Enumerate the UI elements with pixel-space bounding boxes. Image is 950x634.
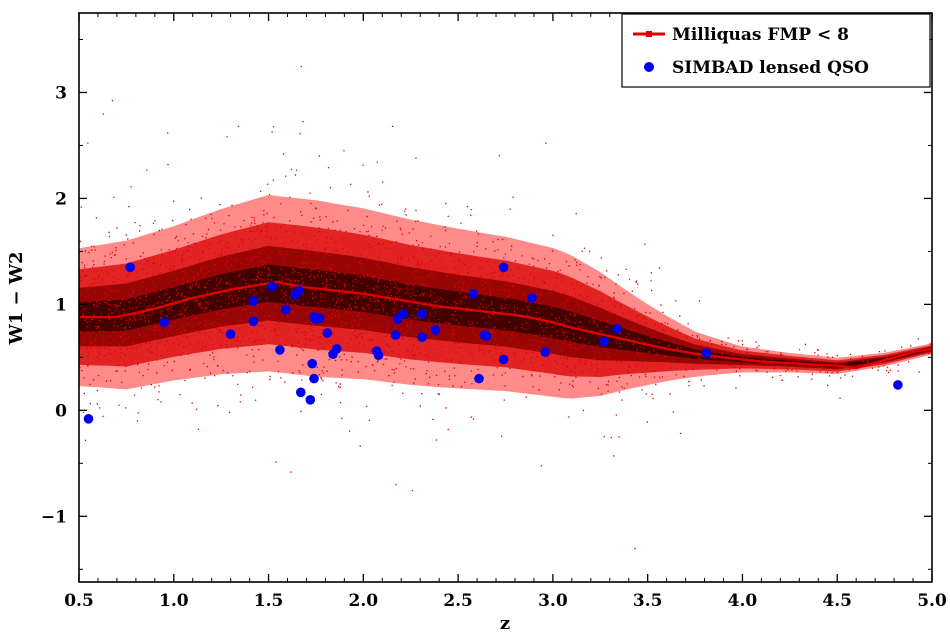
x-axis-title: z <box>500 613 510 634</box>
simbad-point <box>474 373 484 384</box>
x-tick-label: 0.5 <box>64 591 94 611</box>
simbad-point <box>296 387 306 398</box>
plot-frame <box>78 12 933 583</box>
x-tick-label: 1.5 <box>254 591 284 611</box>
simbad-point <box>498 354 509 365</box>
simbad-point <box>280 304 291 315</box>
simbad-point <box>373 350 384 361</box>
simbad-point <box>125 262 135 273</box>
simbad-point <box>430 325 441 335</box>
y-tick-label: 1 <box>55 295 67 315</box>
axis-tick-labels: 0.5 1.0 1.5 2.0 2.5 3.0 3.5 4.0 4.5 5.0 −1 0 1 2 3 <box>41 83 947 611</box>
simbad-point <box>248 296 259 307</box>
x-tick-label: 4.5 <box>822 591 852 611</box>
legend-box <box>621 13 931 88</box>
simbad-point <box>267 281 278 292</box>
x-tick-label: 2.5 <box>443 591 473 611</box>
simbad-point <box>305 395 316 405</box>
y-tick-label: 2 <box>55 189 67 209</box>
simbad-point <box>612 324 623 334</box>
simbad-point <box>314 313 325 324</box>
simbad-point <box>225 329 236 339</box>
simbad-point <box>83 414 94 424</box>
y-tick-label: 0 <box>55 401 67 421</box>
simbad-point <box>481 331 492 342</box>
legend-label-milliquas: Milliquas FMP < 8 <box>672 25 849 45</box>
simbad-point <box>159 317 170 328</box>
simbad-point <box>309 373 319 384</box>
y-tick-label: −1 <box>41 507 67 527</box>
x-tick-label: 2.0 <box>349 591 379 611</box>
simbad-point <box>527 293 537 303</box>
simbad-point <box>893 380 903 390</box>
x-tick-label: 3.0 <box>538 591 568 611</box>
simbad-point <box>307 358 318 369</box>
simbad-point <box>468 289 479 299</box>
simbad-point <box>294 285 304 296</box>
legend-line-marker <box>646 31 652 37</box>
simbad-point <box>248 316 259 327</box>
legend-dot-swatch <box>644 62 654 72</box>
simbad-point <box>540 347 551 357</box>
simbad-point <box>498 262 509 273</box>
x-tick-label: 5.0 <box>917 591 947 611</box>
simbad-point-layer <box>83 262 903 424</box>
simbad-point <box>417 332 427 343</box>
milliquas-line <box>79 280 932 370</box>
simbad-point <box>599 336 609 347</box>
density-cloud <box>79 66 932 550</box>
simbad-point <box>322 328 333 338</box>
milliquas-line-layer <box>79 280 932 370</box>
simbad-point <box>398 309 408 319</box>
y-tick-label: 3 <box>55 83 67 103</box>
density-specks <box>79 66 931 550</box>
simbad-point <box>417 309 427 319</box>
simbad-point <box>701 348 712 358</box>
simbad-point <box>275 345 285 355</box>
x-tick-label: 1.0 <box>159 591 189 611</box>
simbad-point <box>332 344 342 354</box>
legend: Milliquas FMP < 8 SIMBAD lensed QSO <box>621 13 931 88</box>
simbad-point <box>390 330 401 340</box>
y-axis-title: W1 − W2 <box>6 251 27 345</box>
x-tick-label: 4.0 <box>728 591 758 611</box>
legend-label-simbad: SIMBAD lensed QSO <box>672 58 869 78</box>
x-tick-label: 3.5 <box>633 591 663 611</box>
